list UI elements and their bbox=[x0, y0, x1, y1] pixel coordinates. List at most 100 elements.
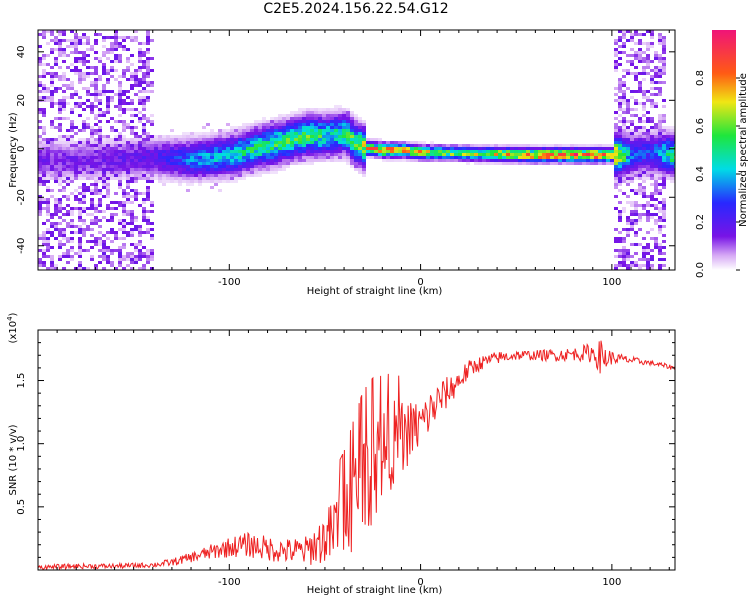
spectrogram-cell bbox=[86, 66, 90, 69]
spectrogram-cell bbox=[554, 150, 558, 153]
spectrogram-cell bbox=[74, 33, 78, 36]
spectrogram-cell bbox=[130, 147, 134, 150]
spectrogram-cell bbox=[550, 159, 554, 162]
spectrogram-cell bbox=[406, 153, 410, 156]
spectrogram-frame bbox=[37, 29, 676, 271]
spectrogram-cell bbox=[282, 144, 286, 147]
spectrogram-cell bbox=[194, 162, 198, 165]
spectrogram-cell bbox=[638, 219, 642, 222]
spectrogram-cell bbox=[158, 144, 162, 147]
spectrogram-cell bbox=[38, 159, 42, 162]
spectrogram-cell bbox=[94, 87, 98, 90]
spectrogram-cell bbox=[122, 195, 126, 198]
spectrogram-cell bbox=[94, 171, 98, 174]
spectrogram-cell bbox=[90, 141, 94, 144]
spectrogram-cell bbox=[658, 57, 662, 60]
spectrogram-cell bbox=[642, 78, 646, 81]
spectrogram-cell bbox=[106, 255, 110, 258]
spectrogram-cell bbox=[626, 171, 630, 174]
spectrogram-cell bbox=[170, 129, 174, 132]
spectrogram-cell bbox=[230, 135, 234, 138]
spectrogram-cell bbox=[658, 147, 662, 150]
spectrogram-cell bbox=[646, 45, 650, 48]
spectrogram-cell bbox=[658, 75, 662, 78]
spectrogram-cell bbox=[290, 120, 294, 123]
spectrogram-cell bbox=[298, 129, 302, 132]
spectrogram-cell bbox=[78, 162, 82, 165]
spectrogram-cell bbox=[658, 189, 662, 192]
spectrogram-cell bbox=[598, 156, 602, 159]
spectrogram-cell bbox=[202, 165, 206, 168]
spectrogram-cell bbox=[130, 132, 134, 135]
spectrogram-cell bbox=[622, 147, 626, 150]
spectrogram-cell bbox=[618, 180, 622, 183]
spectrogram-cell bbox=[522, 144, 526, 147]
spectrogram-cell bbox=[258, 120, 262, 123]
spectrogram-cell bbox=[78, 159, 82, 162]
spectrogram-cell bbox=[626, 183, 630, 186]
spectrogram-cell bbox=[70, 81, 74, 84]
spectrogram-cell bbox=[386, 159, 390, 162]
spectrogram-cell bbox=[346, 162, 350, 165]
spectrogram-cell bbox=[122, 153, 126, 156]
spectrogram-cell bbox=[58, 207, 62, 210]
spectrogram-cell bbox=[54, 204, 58, 207]
spectrogram-cell bbox=[38, 177, 42, 180]
spectrogram-cell bbox=[74, 72, 78, 75]
spectrogram-cell bbox=[254, 141, 258, 144]
spectrogram-cell bbox=[90, 102, 94, 105]
spectrogram-cell bbox=[422, 141, 426, 144]
spectrogram-cell bbox=[294, 126, 298, 129]
spectrogram-cell bbox=[94, 168, 98, 171]
spectrogram-cell bbox=[654, 240, 658, 243]
spectrogram-cell bbox=[370, 150, 374, 153]
spectrogram-cell bbox=[126, 159, 130, 162]
spectrogram-cell bbox=[58, 240, 62, 243]
spectrogram-cell bbox=[306, 138, 310, 141]
spectrogram-cell bbox=[630, 162, 634, 165]
spectrogram-cell bbox=[150, 150, 154, 153]
spectrogram-cell bbox=[138, 171, 142, 174]
spectrogram-cell bbox=[54, 72, 58, 75]
spectrogram-cell bbox=[642, 60, 646, 63]
spectrogram-cell bbox=[486, 159, 490, 162]
spectrogram-cell bbox=[602, 162, 606, 165]
spectrogram-cell bbox=[670, 168, 674, 171]
spectrogram-cell bbox=[618, 126, 622, 129]
spectrogram-cell bbox=[82, 129, 86, 132]
spectrogram-cell bbox=[622, 75, 626, 78]
spectrogram-cell bbox=[226, 153, 230, 156]
spectrogram-cell bbox=[350, 165, 354, 168]
spectrogram-cell bbox=[106, 150, 110, 153]
spectrogram-cell bbox=[302, 162, 306, 165]
spectrogram-cell bbox=[506, 150, 510, 153]
spectrogram-cell bbox=[278, 153, 282, 156]
spectrogram-cell bbox=[554, 147, 558, 150]
spectrogram-cell bbox=[418, 141, 422, 144]
spectrogram-cell bbox=[142, 255, 146, 258]
spectrogram-cell bbox=[358, 171, 362, 174]
spectrogram-cell bbox=[318, 117, 322, 120]
spectrogram-cell bbox=[658, 33, 662, 36]
spectrogram-cell bbox=[466, 159, 470, 162]
spectrogram-cell bbox=[114, 174, 118, 177]
spectrogram-cell bbox=[414, 147, 418, 150]
spectrogram-cell bbox=[138, 147, 142, 150]
spectrogram-cell bbox=[634, 231, 638, 234]
spectrogram-cell bbox=[126, 258, 130, 261]
spectrogram-cell bbox=[142, 90, 146, 93]
spectrogram-cell bbox=[38, 258, 42, 261]
spectrogram-cell bbox=[278, 135, 282, 138]
spectrogram-cell bbox=[46, 237, 50, 240]
spectrogram-cell bbox=[126, 222, 130, 225]
spectrogram-cell bbox=[622, 126, 626, 129]
spectrogram-cell bbox=[42, 234, 46, 237]
spectrogram-cell bbox=[94, 132, 98, 135]
spectrogram-cell bbox=[638, 192, 642, 195]
spectrogram-cell bbox=[66, 159, 70, 162]
spectrogram-cell bbox=[66, 150, 70, 153]
spectrogram-cell bbox=[654, 213, 658, 216]
spectrogram-cell bbox=[618, 216, 622, 219]
spectrogram-cell bbox=[118, 186, 122, 189]
spectrogram-cell bbox=[290, 135, 294, 138]
